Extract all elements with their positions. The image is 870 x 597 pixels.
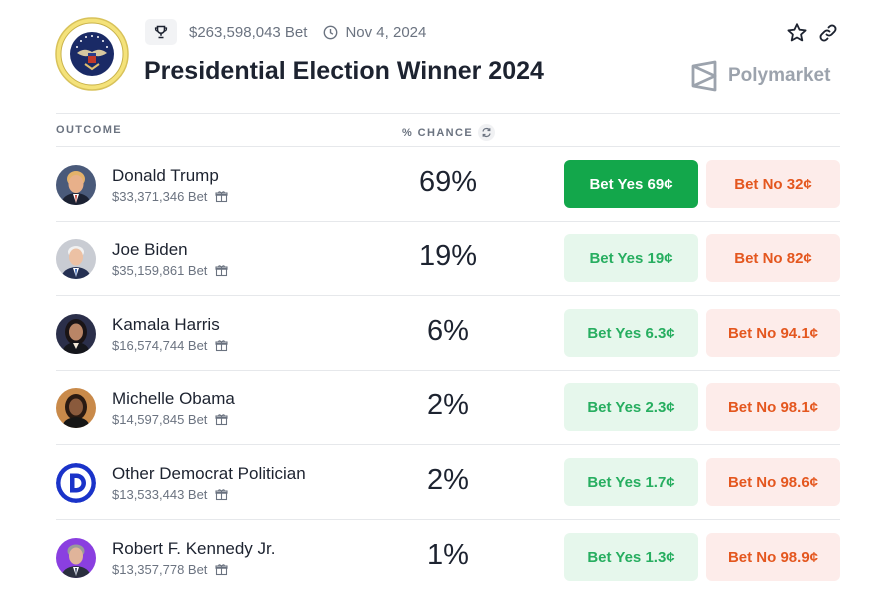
outcome-chance: 2% xyxy=(427,464,469,496)
row-divider xyxy=(56,444,840,445)
outcome-row-robert-f-kennedy-jr: Robert F. Kennedy Jr. $13,357,778 Bet 1%… xyxy=(56,520,840,594)
presidential-seal-icon xyxy=(55,17,129,91)
outcome-name: Robert F. Kennedy Jr. xyxy=(112,539,276,558)
gift-icon[interactable] xyxy=(215,488,228,501)
outcome-name: Donald Trump xyxy=(112,166,219,185)
outcome-row-other-democrat-politician: Other Democrat Politician $13,533,443 Be… xyxy=(56,445,840,519)
market-meta: $263,598,043 Bet Nov 4, 2024 xyxy=(145,19,426,45)
refresh-icon[interactable] xyxy=(478,124,496,141)
market-volume: $263,598,043 Bet xyxy=(189,23,308,41)
bet-no-button[interactable]: Bet No 82¢ xyxy=(706,234,840,282)
market-header: $263,598,043 Bet Nov 4, 2024 Presidentia… xyxy=(0,0,870,115)
outcome-chance: 69% xyxy=(418,166,478,198)
bet-yes-button[interactable]: Bet Yes 2.3¢ xyxy=(564,383,698,431)
row-divider xyxy=(56,221,840,222)
outcome-row-joe-biden: Joe Biden $35,159,861 Bet 19% Bet Yes 19… xyxy=(56,221,840,295)
brand-logo: Polymarket xyxy=(690,60,830,92)
bet-yes-button[interactable]: Bet Yes 69¢ xyxy=(564,160,698,208)
democrat-logo-icon xyxy=(56,463,96,503)
outcome-row-kamala-harris: Kamala Harris $16,574,744 Bet 6% Bet Yes… xyxy=(56,296,840,370)
bet-yes-button[interactable]: Bet Yes 1.7¢ xyxy=(564,458,698,506)
outcome-name: Kamala Harris xyxy=(112,315,220,334)
gift-icon[interactable] xyxy=(215,563,228,576)
bet-no-button[interactable]: Bet No 98.1¢ xyxy=(706,383,840,431)
table-header-divider xyxy=(56,146,840,147)
column-header-chance-label: % CHANCE xyxy=(402,126,474,139)
polymarket-logo-icon xyxy=(691,60,717,92)
outcome-name: Joe Biden xyxy=(112,240,188,259)
gift-icon[interactable] xyxy=(215,190,228,203)
outcome-row-donald-trump: Donald Trump $33,371,346 Bet 69% Bet Yes… xyxy=(56,147,840,221)
bet-no-button[interactable]: Bet No 94.1¢ xyxy=(706,309,840,357)
column-header-outcome: OUTCOME xyxy=(56,124,123,136)
market-end-date: Nov 4, 2024 xyxy=(345,23,427,41)
outcome-name: Other Democrat Politician xyxy=(112,464,306,483)
bet-yes-button[interactable]: Bet Yes 6.3¢ xyxy=(564,309,698,357)
outcome-chance: 1% xyxy=(427,539,469,571)
star-icon[interactable] xyxy=(785,21,809,45)
outcome-volume: $13,357,778 Bet xyxy=(112,562,208,577)
outcome-volume: $14,597,845 Bet xyxy=(112,412,208,427)
outcome-volume: $35,159,861 Bet xyxy=(112,263,208,278)
row-divider xyxy=(56,519,840,520)
header-divider xyxy=(56,113,840,114)
row-divider xyxy=(56,370,840,371)
outcome-volume: $13,533,443 Bet xyxy=(112,487,208,502)
avatar xyxy=(56,165,96,205)
gift-icon[interactable] xyxy=(215,264,228,277)
gift-icon[interactable] xyxy=(215,413,228,426)
link-icon[interactable] xyxy=(816,21,840,45)
brand-name: Polymarket xyxy=(728,65,831,86)
outcome-chance: 19% xyxy=(418,240,478,272)
clock-icon xyxy=(323,25,338,40)
outcome-chance: 2% xyxy=(427,389,469,421)
gift-icon[interactable] xyxy=(215,339,228,352)
outcome-chance: 6% xyxy=(427,315,469,347)
avatar xyxy=(56,314,96,354)
bet-no-button[interactable]: Bet No 98.6¢ xyxy=(706,458,840,506)
avatar xyxy=(56,239,96,279)
bet-yes-button[interactable]: Bet Yes 19¢ xyxy=(564,234,698,282)
outcome-volume: $33,371,346 Bet xyxy=(112,189,208,204)
column-header-chance: % CHANCE xyxy=(402,124,496,141)
bet-no-button[interactable]: Bet No 98.9¢ xyxy=(706,533,840,581)
row-divider xyxy=(56,295,840,296)
outcome-volume: $16,574,744 Bet xyxy=(112,338,208,353)
avatar xyxy=(56,538,96,578)
trophy-icon xyxy=(145,19,177,45)
market-title: Presidential Election Winner 2024 xyxy=(144,57,544,85)
outcome-row-michelle-obama: Michelle Obama $14,597,845 Bet 2% Bet Ye… xyxy=(56,370,840,444)
avatar xyxy=(56,388,96,428)
bet-no-button[interactable]: Bet No 32¢ xyxy=(706,160,840,208)
bet-yes-button[interactable]: Bet Yes 1.3¢ xyxy=(564,533,698,581)
outcome-name: Michelle Obama xyxy=(112,389,235,408)
